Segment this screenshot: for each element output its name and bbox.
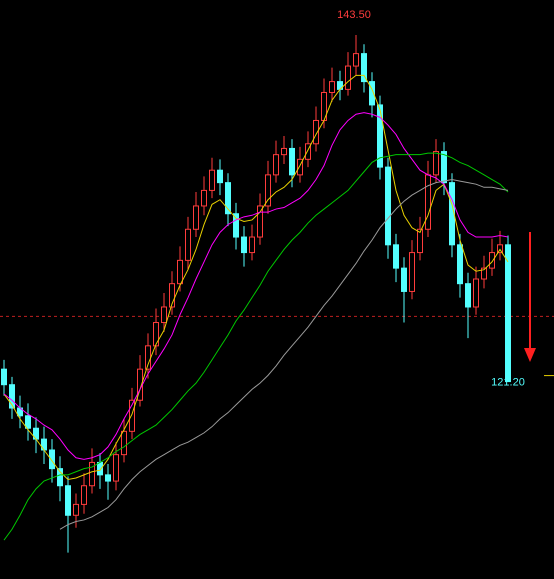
candle-body (441, 151, 447, 184)
candle-body (1, 368, 7, 386)
candle-body (393, 244, 399, 269)
candle-body (185, 228, 191, 261)
candle-body (425, 174, 431, 230)
candle-body (121, 430, 127, 456)
candle-body (345, 65, 351, 90)
trend-arrow-head (524, 348, 536, 362)
ma-line (3, 112, 509, 460)
candle-body (49, 449, 55, 470)
candle-body (385, 166, 391, 246)
candle-body (281, 147, 287, 156)
candle-body (65, 485, 71, 516)
candle-body (473, 278, 479, 308)
candle-body (369, 81, 375, 106)
candle-body (257, 205, 263, 238)
candle-body (505, 244, 511, 383)
candle-body (177, 259, 183, 285)
candle-body (465, 283, 471, 308)
candle-body (217, 169, 223, 184)
candle-body (313, 119, 319, 145)
candle-body (329, 81, 335, 93)
candle-body (89, 461, 95, 487)
candle-body (353, 53, 359, 67)
min-price-label: 121.20 (491, 377, 525, 389)
candle-body (489, 252, 495, 269)
candle-body (81, 485, 87, 505)
candle-body (481, 267, 487, 280)
candle-body (161, 306, 167, 324)
ma-line (59, 179, 509, 530)
ma-line (3, 152, 509, 541)
candle-body (169, 283, 175, 308)
candle-body (113, 454, 119, 482)
max-price-label: 143.50 (337, 9, 371, 21)
candle-body (201, 189, 207, 207)
candle-body (153, 322, 159, 347)
candle-body (9, 384, 15, 409)
candle-body (129, 399, 135, 432)
ma-line (3, 74, 509, 481)
candle-body (233, 213, 239, 238)
candle-body (265, 174, 271, 207)
candle-body (249, 236, 255, 254)
candle-body (433, 151, 439, 176)
candle-body (241, 236, 247, 254)
candle-body (289, 147, 295, 176)
candle-body (273, 154, 279, 176)
candle-body (457, 244, 463, 285)
candle-body (225, 182, 231, 215)
candle-body (73, 503, 79, 516)
candle-body (417, 228, 423, 254)
candle-body (409, 252, 415, 292)
candle-body (377, 104, 383, 168)
candle-body (57, 468, 63, 487)
candle-body (25, 415, 31, 429)
candle-body (401, 267, 407, 292)
candle-body (361, 53, 367, 83)
plot-area: 143.50 121.20 (0, 9, 554, 553)
candle-body (193, 205, 199, 230)
candle-body (305, 143, 311, 160)
candle-body (105, 474, 111, 482)
candle-body (209, 169, 215, 191)
candle-body (297, 158, 303, 176)
